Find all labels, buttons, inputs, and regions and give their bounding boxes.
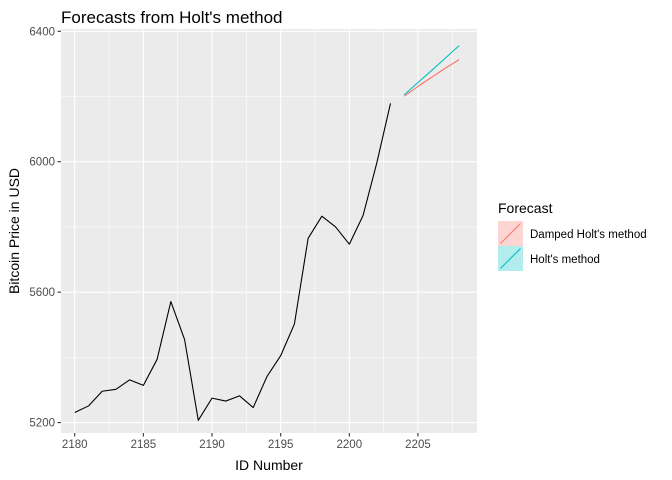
x-axis-title: ID Number <box>235 457 303 473</box>
y-axis-title: Bitcoin Price in USD <box>6 168 22 294</box>
observed-line <box>74 103 392 421</box>
x-tick-label: 2195 <box>268 439 294 451</box>
legend-key-line <box>500 248 521 269</box>
x-tick-label: 2180 <box>62 439 88 451</box>
legend-label: Damped Holt's method <box>530 229 647 241</box>
y-tick-label: 5200 <box>29 418 55 430</box>
minor-gridlines <box>61 29 477 433</box>
legend: Forecast Damped Holt's method Holt's meth… <box>498 200 647 271</box>
x-tick-label: 2200 <box>337 439 363 451</box>
damped-holt-s-method-line <box>403 59 460 97</box>
holt-s-method-line <box>403 45 460 96</box>
plot-panel <box>61 29 477 433</box>
x-axis: 2180 2185 2190 2195 2200 2205 <box>62 433 431 451</box>
x-tick-label: 2190 <box>199 439 225 451</box>
x-tick-label: 2205 <box>405 439 431 451</box>
y-tick-label: 6000 <box>29 157 55 169</box>
y-tick-label: 5600 <box>29 287 55 299</box>
y-axis: 5200 5600 6000 6400 <box>29 26 61 430</box>
series-lines <box>74 45 460 421</box>
major-gridlines <box>61 29 477 433</box>
legend-entry: Holt's method <box>498 246 600 271</box>
legend-key-line <box>500 223 521 244</box>
legend-title: Forecast <box>498 200 553 216</box>
x-tick-label: 2185 <box>131 439 157 451</box>
chart-title: Forecasts from Holt's method <box>61 8 282 27</box>
legend-label: Holt's method <box>530 254 600 266</box>
y-tick-label: 6400 <box>29 26 55 38</box>
legend-entry: Damped Holt's method <box>498 221 647 246</box>
